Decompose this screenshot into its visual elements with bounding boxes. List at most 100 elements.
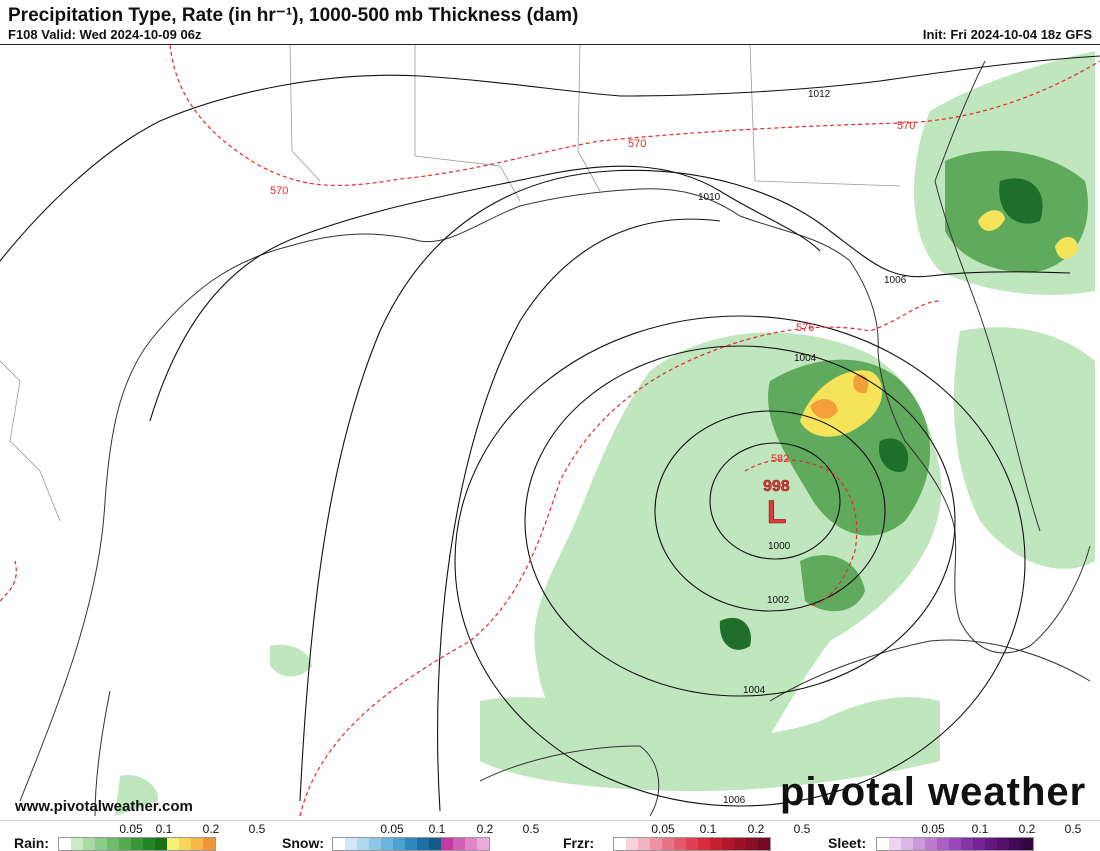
legend-tick: 0.2 <box>1018 822 1036 836</box>
legend-swatch <box>734 838 746 850</box>
low-pressure-value: 998 <box>763 478 790 495</box>
legend-tick: 0.1 <box>428 822 446 836</box>
isobar-label: 1006 <box>884 275 907 286</box>
mexico-coast <box>94 690 111 817</box>
legend-tick: 0.05 <box>119 822 143 836</box>
legend-swatch <box>698 838 710 850</box>
isobar-label: 1002 <box>767 595 790 606</box>
isobar-labels: 1012 1010 1006 1004 1002 1000 1004 1006 <box>698 89 907 806</box>
isobar-1006 <box>299 169 1071 802</box>
legend-swatch <box>937 838 949 850</box>
thickness-582 <box>744 459 858 607</box>
legend-swatch <box>674 838 686 850</box>
legend-swatch <box>441 838 453 850</box>
thickness-label: 570 <box>897 120 915 132</box>
legend-tick: 0.5 <box>248 822 266 836</box>
legend-swatch <box>758 838 770 850</box>
legend-swatch <box>1021 838 1033 850</box>
isobar-1000 <box>709 442 841 560</box>
low-pressure-symbol: L <box>767 494 787 530</box>
isobar-label: 1012 <box>808 89 831 100</box>
legend-swatch <box>429 838 441 850</box>
map-canvas: 1012 1010 1006 1004 1002 1000 1004 1006 … <box>0 45 1100 817</box>
legend-sleet-colorbar <box>876 837 1034 851</box>
legend-swatch <box>155 838 167 850</box>
map-title: Precipitation Type, Rate (in hr⁻¹), 1000… <box>8 5 579 26</box>
rain-heavy-3 <box>999 178 1043 224</box>
isobar-label: 1000 <box>768 541 791 552</box>
legend-swatch <box>191 838 203 850</box>
legend-rain-colorbar <box>58 837 216 851</box>
isobar-label: 1010 <box>698 192 721 203</box>
legend-swatch <box>662 838 674 850</box>
state-border-4 <box>749 45 901 187</box>
isobars <box>0 55 1100 812</box>
thickness-lines <box>0 45 1100 817</box>
legend-frzr-label: Frzr: <box>563 835 595 851</box>
legend-swatch <box>650 838 662 850</box>
thickness-576 <box>299 300 941 817</box>
legend-swatch <box>477 838 489 850</box>
rain-area-florida-east <box>953 327 1095 569</box>
legend-swatch <box>203 838 215 850</box>
legend-swatch <box>393 838 405 850</box>
legend-tick: 0.1 <box>971 822 989 836</box>
legend-swatch <box>985 838 997 850</box>
weather-map: 1012 1010 1006 1004 1002 1000 1004 1006 … <box>0 44 1100 820</box>
legend-swatch <box>95 838 107 850</box>
legend-tick: 0.5 <box>1064 822 1082 836</box>
legend-swatch <box>179 838 191 850</box>
isobar-1002 <box>654 410 886 612</box>
isobar-1010 <box>149 165 821 422</box>
florida-east-coast <box>934 180 1041 532</box>
init-time: Init: Fri 2024-10-04 18z GFS <box>922 27 1092 42</box>
legend-swatch <box>107 838 119 850</box>
legend-swatch <box>997 838 1009 850</box>
state-borders <box>0 45 901 522</box>
isobar-label: 1004 <box>743 685 766 696</box>
rain-orange-core <box>810 399 838 419</box>
legend-tick: 0.5 <box>793 822 811 836</box>
legend-swatch <box>71 838 83 850</box>
legend-swatch <box>614 838 626 850</box>
legend-tick: 0.2 <box>476 822 494 836</box>
thickness-570 <box>169 45 1100 187</box>
low-pressure-center: 998 L <box>763 478 790 531</box>
legend-swatch <box>877 838 889 850</box>
legend-sleet-label: Sleet: <box>828 835 867 851</box>
isobar-1012 <box>0 55 1100 262</box>
thickness-label: 570 <box>270 185 288 197</box>
texas-coast <box>19 188 1091 802</box>
cuba-coast <box>769 639 1091 702</box>
legend-frzr-colorbar <box>613 837 771 851</box>
legend-swatch <box>901 838 913 850</box>
legend-swatch <box>1009 838 1021 850</box>
rain-mid-south <box>800 555 865 612</box>
legend-swatch <box>686 838 698 850</box>
legend-tick: 0.1 <box>699 822 717 836</box>
rain-orange-core-2 <box>853 374 869 394</box>
state-border-1 <box>289 45 321 182</box>
precip-type-legend: Rain: 0.05 0.1 0.2 0.5 Snow: 0.05 0.1 0.… <box>0 820 1100 851</box>
thickness-label: 576 <box>796 322 814 334</box>
legend-swatch <box>369 838 381 850</box>
legend-swatch <box>453 838 465 850</box>
isobar-label: 1006 <box>723 795 746 806</box>
rain-area-south <box>480 697 940 791</box>
rain-yellow-atlantic-2 <box>1055 236 1078 260</box>
legend-swatch <box>465 838 477 850</box>
atlantic-coast <box>934 60 986 182</box>
legend-swatch <box>889 838 901 850</box>
coastlines <box>19 60 1091 817</box>
isobar-label: 1004 <box>794 353 817 364</box>
legend-swatch <box>722 838 734 850</box>
legend-swatch <box>949 838 961 850</box>
legend-swatch <box>710 838 722 850</box>
legend-swatch <box>143 838 155 850</box>
state-border-2 <box>414 45 521 202</box>
legend-swatch <box>973 838 985 850</box>
thickness-west <box>0 560 17 602</box>
legend-rain-label: Rain: <box>14 835 49 851</box>
precipitation-shading <box>115 51 1095 816</box>
legend-swatch <box>746 838 758 850</box>
